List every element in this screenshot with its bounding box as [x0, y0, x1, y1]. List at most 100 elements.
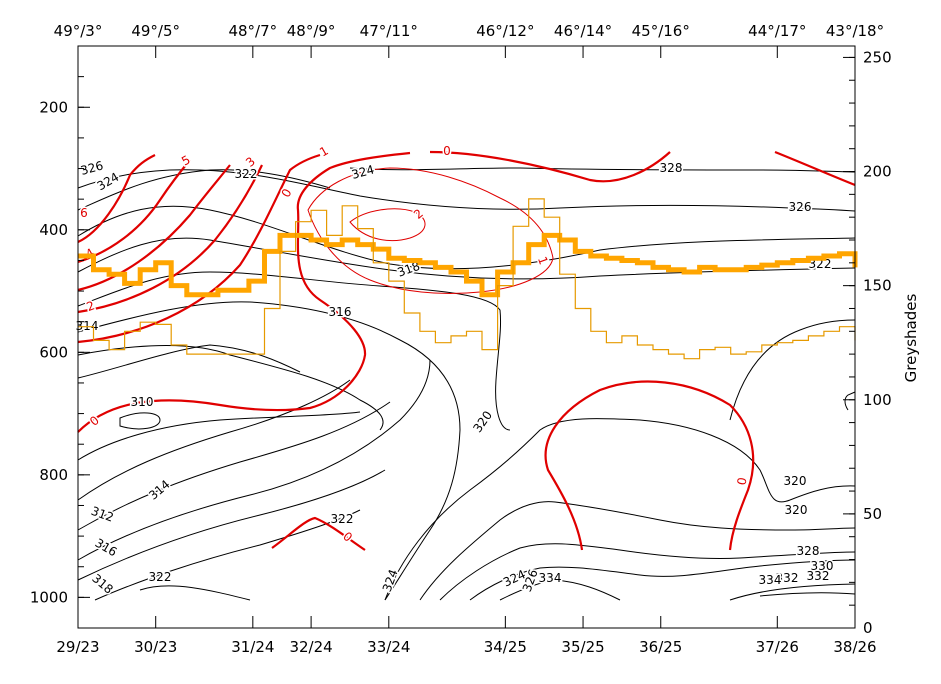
right-axis-tick-label: 0 — [863, 619, 873, 637]
top-axis: 49°/3° 49°/5° 48°/7° 48°/9° 47°/11° 46°/12° 46… — [54, 22, 884, 58]
red-contour-line — [271, 516, 366, 551]
contour-line — [77, 271, 511, 431]
contour-label-black: 322 — [149, 570, 172, 584]
contour-line — [77, 345, 384, 431]
right-axis-tick-label: 100 — [863, 391, 892, 409]
thin-series-line — [78, 198, 856, 360]
red-contour-line — [544, 380, 755, 551]
contour-line — [729, 319, 856, 421]
left-axis-tick-label: 200 — [39, 98, 68, 116]
plot-frame — [77, 45, 856, 629]
top-axis-tick-label: 46°/12° — [476, 22, 534, 40]
contour-label-black: 316 — [329, 305, 352, 319]
contour-label-black: 326 — [789, 200, 812, 214]
contour-label-red: 6 — [80, 206, 88, 220]
left-axis: 200 400 600 800 1000 — [30, 45, 90, 629]
contour-line — [384, 418, 791, 601]
red-contour-line — [774, 150, 856, 187]
top-axis-tick-label: 48°/7° — [228, 22, 277, 40]
bottom-axis: 29/23 30/23 31/24 32/24 33/24 34/25 35/25 36/25… — [56, 616, 877, 656]
contour-label-black: 330 — [811, 559, 834, 573]
bottom-axis-tick-label: 31/24 — [231, 638, 274, 656]
top-axis-tick-label: 43°/18° — [826, 22, 884, 40]
left-axis-tick-label: 400 — [39, 221, 68, 239]
left-axis-tick-label: 1000 — [30, 588, 68, 606]
bottom-axis-tick-label: 36/25 — [639, 638, 682, 656]
contour-label-red: 0 — [443, 144, 451, 158]
bottom-axis-tick-label: 35/25 — [561, 638, 604, 656]
bottom-axis-tick-label: 34/25 — [484, 638, 527, 656]
contour-label-black: 332 — [776, 571, 799, 585]
contour-label-black: 322 — [331, 512, 354, 526]
contour-label-black: 334 — [759, 573, 782, 587]
red-contour-line — [429, 150, 671, 183]
red-contour-line — [77, 153, 321, 344]
top-axis-tick-label: 45°/16° — [632, 22, 690, 40]
bottom-axis-tick-label: 37/26 — [756, 638, 799, 656]
contour-label-black: 320 — [785, 503, 808, 517]
bottom-axis-tick-label: 30/23 — [134, 638, 177, 656]
contour-line — [77, 169, 856, 212]
contour-label-black: 328 — [660, 161, 683, 175]
red-contour-line — [77, 154, 156, 244]
red-contour-line — [77, 159, 191, 264]
contour-label-black: 322 — [235, 167, 258, 181]
contour-label-black: 310 — [131, 395, 154, 409]
contour-line — [419, 501, 856, 601]
bottom-axis-tick-label: 33/24 — [367, 638, 410, 656]
contour-line — [77, 301, 461, 601]
right-axis-tick-label: 50 — [863, 505, 882, 523]
contour-line — [844, 391, 856, 411]
contour-label-black: 328 — [797, 544, 820, 558]
plot-area — [78, 46, 855, 628]
bottom-axis-tick-label: 32/24 — [289, 638, 332, 656]
contour-line — [119, 412, 161, 430]
contour-line — [77, 344, 301, 379]
top-axis-tick-label: 49°/5° — [131, 22, 180, 40]
contour-line — [77, 359, 431, 561]
contour-label-black: 320 — [784, 474, 807, 488]
contour-label-black: 314 — [76, 319, 99, 333]
contour-line — [499, 579, 621, 601]
black-contours — [77, 167, 856, 601]
series-layer — [78, 198, 858, 360]
top-axis-tick-label: 46°/14° — [554, 22, 612, 40]
top-axis-tick-label: 44°/17° — [748, 22, 806, 40]
right-axis-tick-label: 250 — [863, 48, 892, 66]
contour-line — [139, 585, 251, 601]
top-axis-tick-label: 47°/11° — [360, 22, 418, 40]
thick-series-line — [78, 232, 858, 298]
bottom-axis-tick-label: 38/26 — [833, 638, 876, 656]
contour-line — [77, 379, 351, 501]
top-axis-tick-label: 49°/3° — [54, 22, 103, 40]
right-axis-label: Greyshades — [902, 293, 920, 382]
right-axis-tick-label: 200 — [863, 163, 892, 181]
red-contour-line — [307, 167, 554, 294]
right-axis: 0 50 100 150 200 250 — [843, 48, 892, 637]
contour-line — [469, 559, 856, 601]
red-contour-line — [77, 151, 411, 433]
contour-line — [789, 485, 856, 501]
contour-line — [729, 583, 856, 601]
contour-label-black: 334 — [539, 571, 562, 585]
red-contour-line — [77, 164, 263, 314]
contour-line — [77, 411, 361, 461]
contour-line — [439, 543, 856, 601]
red-contours — [77, 150, 856, 551]
contour-line — [77, 205, 856, 270]
contour-line — [349, 167, 856, 173]
right-axis-tick-label: 150 — [863, 277, 892, 295]
contour-line — [77, 401, 391, 531]
red-contour-line — [349, 208, 426, 242]
contour-line — [759, 592, 856, 597]
top-axis-tick-label: 48°/9° — [287, 22, 336, 40]
bottom-axis-tick-label: 29/23 — [56, 638, 99, 656]
left-axis-tick-label: 800 — [39, 466, 68, 484]
contour-line — [94, 509, 361, 601]
contour-label-black: 332 — [807, 569, 830, 583]
contour-line — [77, 469, 386, 581]
left-axis-tick-label: 600 — [39, 343, 68, 361]
red-contour-line — [77, 164, 231, 292]
contour-line — [77, 169, 331, 211]
